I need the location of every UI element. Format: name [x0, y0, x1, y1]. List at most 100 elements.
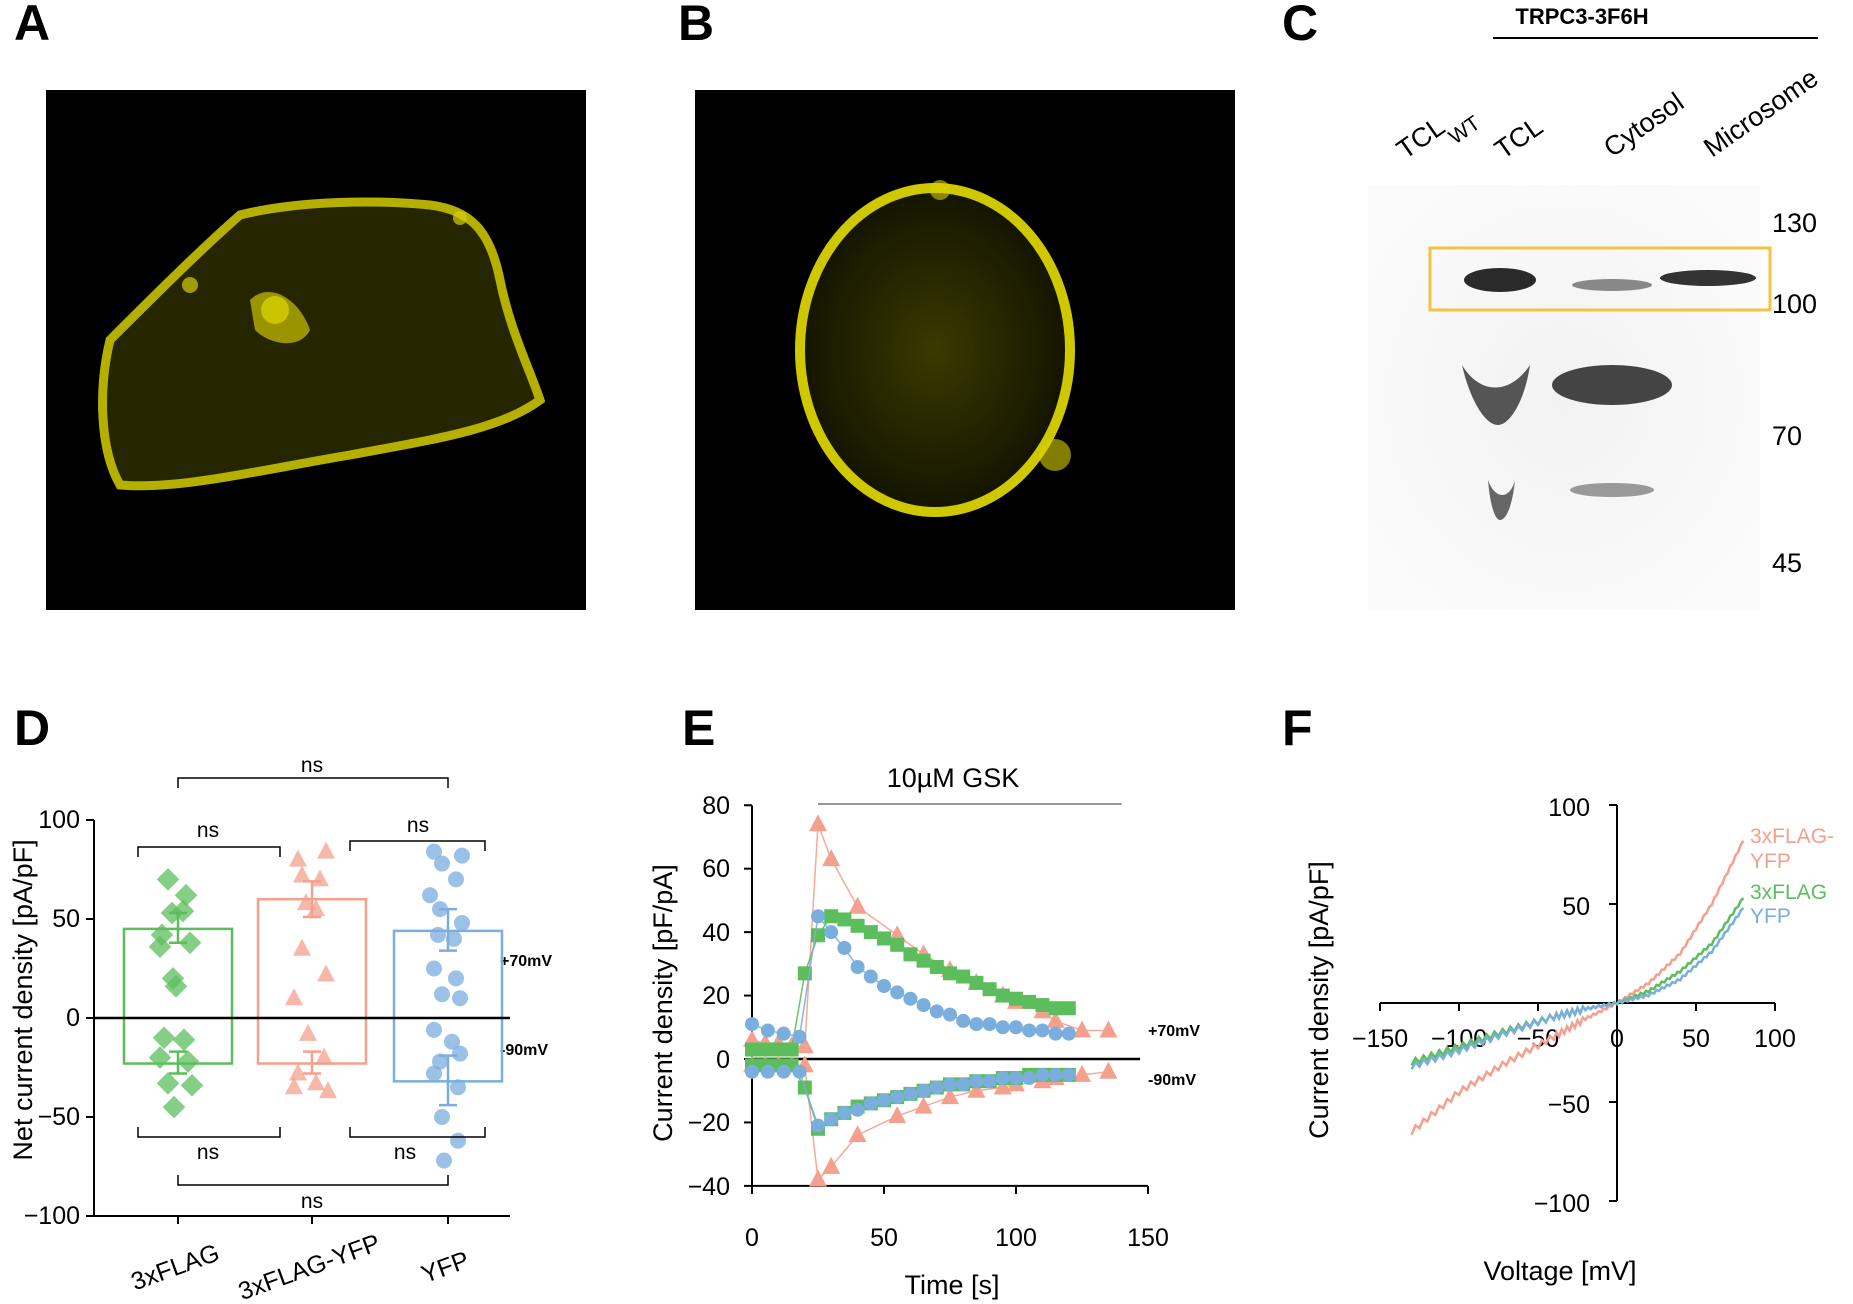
- chart-d-sig-top: ns: [301, 754, 323, 777]
- chart-d-point: [176, 1050, 200, 1073]
- chart-d-point: [448, 970, 464, 987]
- chart-e-point: [809, 1169, 827, 1187]
- chart-d-point: [426, 960, 442, 977]
- chart-e-point: [824, 909, 839, 924]
- chart-d-point: [317, 841, 335, 859]
- chart-d-point: [156, 1072, 180, 1095]
- chart-e-ytick: 80: [702, 792, 730, 820]
- chart-f-ytick: 50: [1562, 893, 1590, 921]
- chart-e-point: [1048, 1026, 1063, 1041]
- chart-d-point: [174, 883, 198, 907]
- chart-d-point: [285, 1077, 303, 1095]
- chart-e-title: 10µM GSK: [887, 763, 1020, 793]
- chart-e-point: [1073, 1064, 1091, 1082]
- chart-e-point: [941, 1087, 959, 1105]
- chart-f-series-line: [1410, 907, 1745, 1070]
- chart-e-point: [745, 1042, 759, 1057]
- chart-d-bracket: [349, 840, 486, 851]
- chart-d-point: [422, 887, 438, 904]
- chart-f-ytick: 100: [1548, 794, 1590, 822]
- blot-header: TRPC3-3F6H: [1515, 4, 1648, 29]
- chart-e-point: [792, 1064, 807, 1079]
- chart-d-bracket: [177, 777, 449, 788]
- chart-e-point: [1073, 1020, 1091, 1038]
- chart-e-point: [822, 1156, 841, 1174]
- chart-d-ylabel: Net current density [pA/pF]: [8, 839, 38, 1160]
- chart-f-xtick: 50: [1682, 1025, 1710, 1053]
- chart-e-point: [903, 947, 918, 962]
- chart-e-point: [993, 1077, 1012, 1095]
- chart-e-point: [982, 1074, 997, 1089]
- chart-e-point: [890, 1090, 905, 1105]
- chart-d-ytick: 0: [66, 1004, 80, 1032]
- chart-e-point: [890, 985, 905, 1000]
- chart-e-point: [760, 1023, 775, 1038]
- chart-e-point: [943, 1077, 957, 1092]
- chart-e-point: [1035, 998, 1050, 1013]
- chart-e-point: [1048, 1067, 1063, 1082]
- chart-e-ytick: 20: [702, 982, 730, 1010]
- chart-e-point: [1061, 1026, 1076, 1041]
- chart-f-xtick: 100: [1754, 1025, 1796, 1053]
- marker-130: 130: [1772, 208, 1817, 238]
- chart-d-point: [297, 893, 315, 911]
- chart-e-point: [745, 1017, 759, 1032]
- chart-e-point: [1061, 1001, 1076, 1016]
- chart-e-point: [1009, 991, 1023, 1006]
- chart-e-point: [929, 1080, 944, 1095]
- micrograph-b: [695, 90, 1235, 610]
- chart-e-point: [758, 1042, 773, 1057]
- chart-e-point: [969, 1017, 984, 1032]
- chart-e-point: [837, 912, 852, 927]
- chart-e-point: [877, 931, 891, 946]
- lane-label-microsome: Microsome: [1698, 63, 1823, 163]
- chart-d-point: [311, 869, 329, 887]
- chart-e-point: [1061, 1067, 1076, 1082]
- chart-d-point: [434, 1109, 450, 1125]
- chart-e-point: [795, 1036, 814, 1054]
- chart-d-sig-bottom: ns: [301, 1190, 323, 1213]
- chart-d-sig: ns: [394, 1141, 416, 1164]
- chart-e-point: [811, 909, 825, 924]
- chart-e-point: [811, 1118, 825, 1133]
- chart-e-xlabel: Time [s]: [904, 1270, 999, 1300]
- chart-d-point: [430, 926, 446, 943]
- chart-d-sig: ns: [197, 1141, 219, 1164]
- chart-d-point: [307, 1073, 325, 1091]
- chart-e-point: [929, 960, 944, 975]
- chart-f-legend-flag: 3xFLAG: [1750, 881, 1827, 904]
- chart-d-point: [452, 990, 468, 1007]
- chart-d-bracket: [137, 1127, 281, 1138]
- chart-e-point: [863, 969, 878, 984]
- panel-label-c: C: [1282, 0, 1318, 51]
- chart-e-xtick: 150: [1127, 1224, 1169, 1252]
- chart-e-point: [837, 940, 852, 955]
- band-highlight-box: [1428, 246, 1772, 312]
- chart-e-point: [877, 979, 891, 994]
- chart-e-point: [1048, 1001, 1063, 1016]
- chart-e-point: [1009, 1071, 1023, 1086]
- chart-e-ytick: −20: [688, 1109, 730, 1137]
- chart-d-point: [285, 988, 303, 1006]
- chart-d-point: [432, 1053, 448, 1070]
- chart-e-point: [995, 1020, 1010, 1035]
- chart-d-point: [432, 901, 448, 918]
- chart-d-point: [172, 1028, 196, 1052]
- panel-label-f: F: [1282, 700, 1313, 756]
- chart-d-ytick: −50: [38, 1103, 80, 1131]
- western-blot: TRPC3-3F6H TCL WT TCL Cytosol Microsome …: [1368, 4, 1824, 610]
- chart-e-point: [969, 975, 984, 990]
- chart-d-sig: ns: [197, 819, 219, 842]
- chart-e-point: [877, 1093, 891, 1108]
- chart-e-point: [969, 1074, 984, 1089]
- chart-d-sig: ns: [407, 814, 429, 837]
- chart-d-label-neg: -90mV: [500, 1042, 548, 1059]
- chart-e-ytick: −40: [688, 1173, 730, 1201]
- chart-e-point: [956, 1013, 971, 1028]
- chart-f-ylabel: Current density [pA/pF]: [1304, 861, 1334, 1139]
- chart-d-point: [162, 1095, 186, 1119]
- chart-d-point: [180, 1074, 204, 1097]
- chart-e-point: [824, 1112, 839, 1127]
- chart-e-point: [914, 1096, 933, 1114]
